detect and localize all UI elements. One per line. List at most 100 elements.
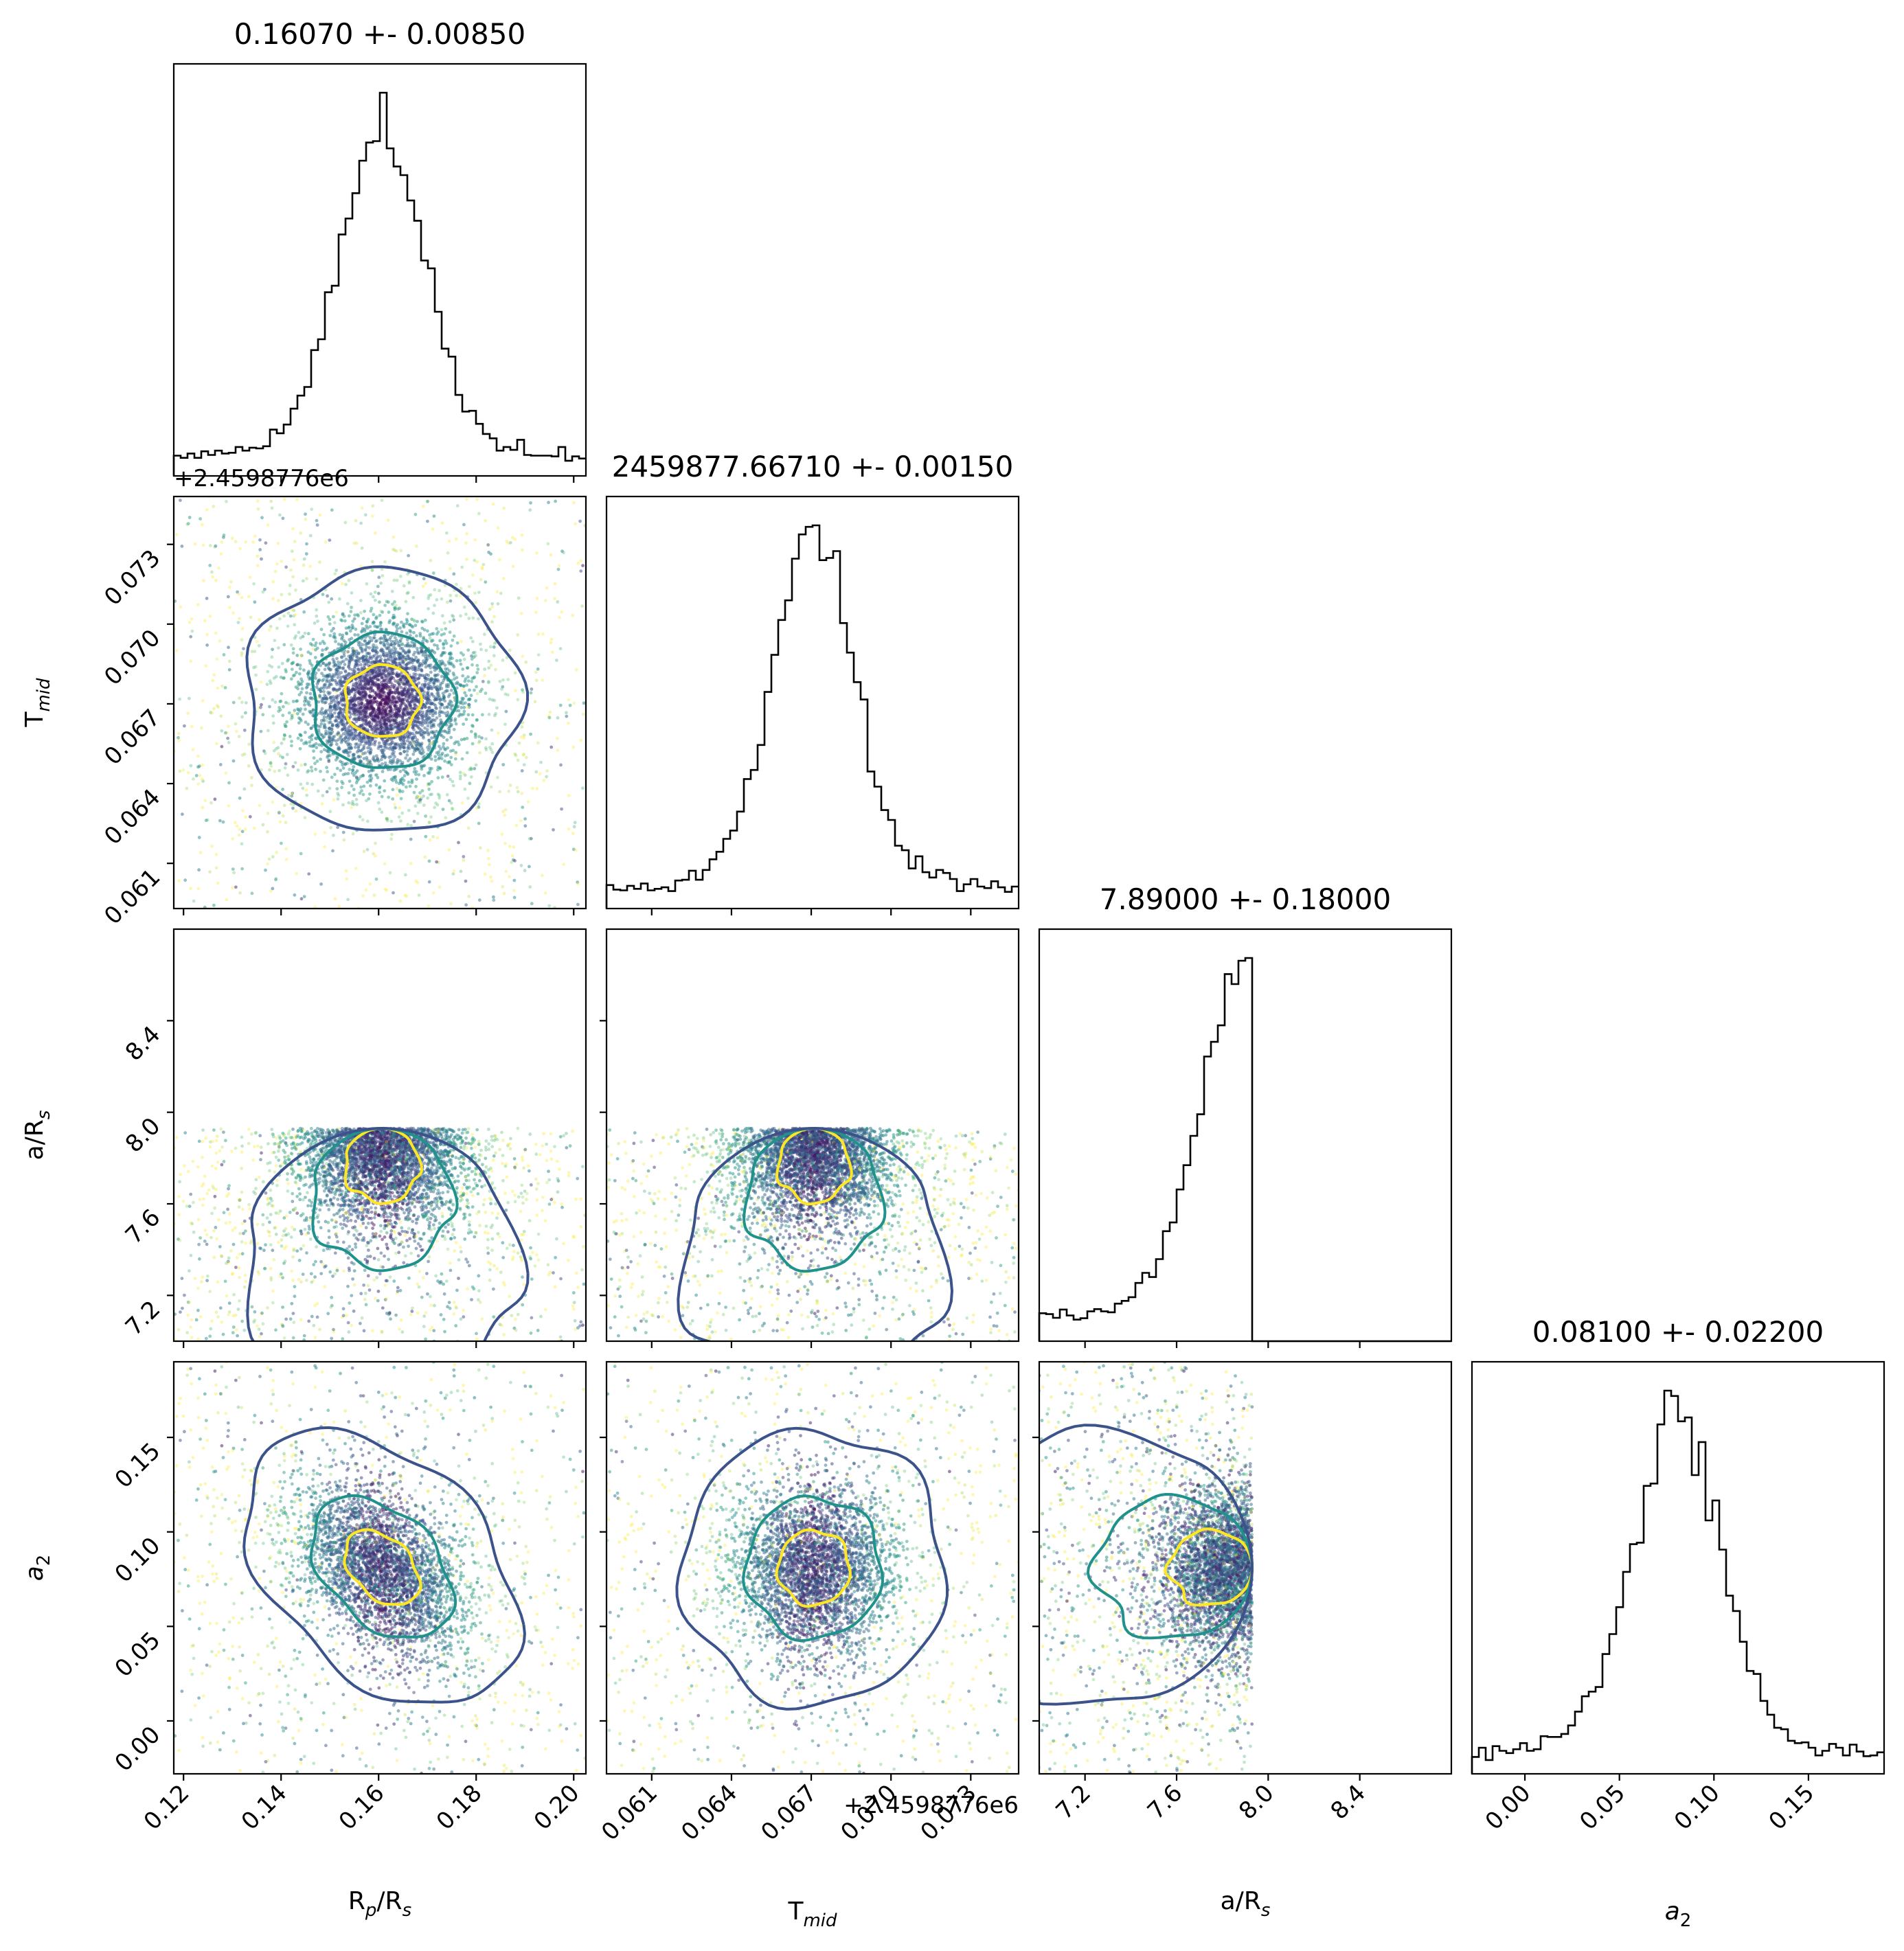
scatter-point	[341, 659, 345, 663]
scatter-point	[455, 504, 460, 507]
scatter-point	[416, 647, 419, 650]
scatter-point	[321, 696, 326, 700]
scatter-point	[462, 687, 465, 691]
scatter-point	[484, 748, 488, 752]
scatter-point	[388, 690, 392, 694]
scatter-point	[411, 752, 416, 756]
scatter-point	[361, 818, 365, 822]
scatter-point	[468, 781, 472, 786]
scatter-point	[438, 794, 441, 797]
scatter-point	[278, 1209, 282, 1213]
scatter-point	[330, 597, 334, 601]
scatter-point	[380, 567, 384, 571]
scatter-point	[487, 666, 491, 670]
scatter-point	[414, 720, 418, 723]
scatter-point	[249, 615, 253, 619]
scatter-point	[580, 786, 585, 790]
scatter-point	[571, 1129, 574, 1133]
scatter-point	[240, 654, 244, 657]
scatter-point	[174, 533, 179, 536]
scatter-point	[186, 1313, 190, 1317]
scatter-point	[438, 589, 442, 593]
scatter-point	[417, 700, 420, 704]
scatter-point	[401, 654, 405, 659]
scatter-point	[410, 699, 413, 703]
scatter-point	[451, 704, 455, 707]
scatter-point	[547, 904, 552, 908]
scatter-point	[267, 663, 271, 668]
scatter-point	[379, 757, 383, 762]
scatter-point	[407, 591, 410, 595]
scatter-point	[418, 663, 422, 667]
scatter-point	[435, 643, 439, 648]
scatter-point	[488, 746, 492, 749]
scatter-point	[380, 810, 384, 814]
scatter-point	[475, 663, 479, 668]
scatter-point	[423, 618, 427, 622]
scatter-point	[460, 738, 464, 742]
scatter-point	[430, 792, 433, 796]
scatter-point	[209, 801, 213, 805]
scatter-point	[321, 700, 324, 704]
scatter-point	[322, 632, 326, 637]
scatter-point	[536, 1182, 540, 1185]
scatter-point	[361, 894, 365, 898]
scatter-point	[389, 731, 394, 735]
scatter-point	[227, 740, 231, 744]
scatter-point	[444, 627, 448, 630]
scatter-point	[495, 590, 499, 594]
scatter-point	[350, 1323, 354, 1327]
scatter-point	[321, 639, 325, 643]
scatter-point	[310, 643, 314, 647]
scatter-point	[315, 737, 319, 741]
scatter-point	[277, 811, 281, 814]
scatter-point	[322, 1189, 326, 1193]
scatter-point	[194, 774, 199, 777]
scatter-point	[386, 518, 390, 522]
scatter-point	[327, 1235, 331, 1240]
scatter-point	[399, 1319, 403, 1322]
scatter-point	[455, 641, 460, 645]
scatter-point	[292, 614, 295, 618]
scatter-point	[462, 737, 466, 741]
scatter-point	[339, 698, 343, 702]
scatter-point	[496, 526, 500, 530]
scatter-point	[449, 700, 453, 705]
scatter-point	[448, 777, 452, 781]
scatter-point	[490, 602, 495, 606]
scatter-point	[382, 683, 386, 686]
scatter-point	[372, 893, 376, 897]
scatter-point	[349, 745, 353, 749]
scatter-point	[486, 543, 490, 547]
scatter-point	[489, 875, 492, 879]
scatter-point	[533, 700, 537, 704]
scatter-point	[400, 811, 405, 815]
scatter-point	[389, 745, 393, 749]
scatter-point	[365, 1244, 369, 1248]
scatter-point	[512, 889, 516, 893]
scatter-point	[253, 665, 258, 669]
scatter-point	[399, 819, 403, 823]
scatter-point	[350, 802, 354, 806]
scatter-point	[436, 776, 440, 779]
scatter-point	[177, 731, 181, 735]
scatter-point	[513, 537, 517, 541]
scatter-point	[308, 740, 312, 744]
scatter-point	[237, 592, 241, 596]
scatter-point	[265, 683, 269, 686]
scatter-point	[375, 646, 379, 650]
scatter-point	[384, 724, 388, 728]
scatter-point	[313, 656, 317, 659]
scatter-point	[356, 633, 360, 637]
scatter-point	[341, 766, 345, 770]
scatter-point	[378, 786, 381, 790]
scatter-point	[372, 643, 375, 647]
scatter-point	[475, 718, 479, 722]
scatter-point	[365, 683, 369, 687]
scatter-point	[422, 659, 425, 663]
scatter-point	[321, 678, 326, 681]
scatter-point	[304, 512, 307, 516]
scatter-point	[215, 703, 219, 707]
scatter-point	[367, 687, 371, 691]
scatter-point	[520, 725, 524, 729]
